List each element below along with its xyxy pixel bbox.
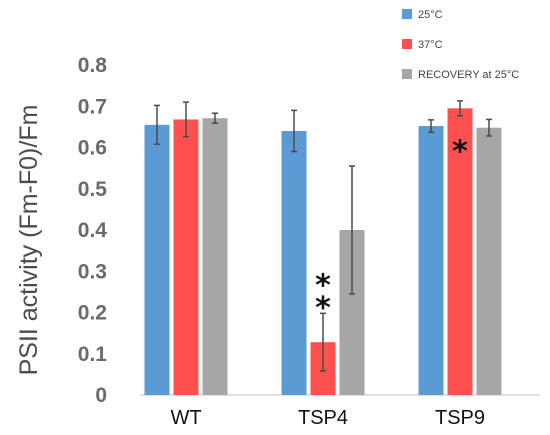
bar <box>202 118 228 396</box>
bars <box>144 108 502 396</box>
y-tick-label: 0 <box>95 384 107 407</box>
y-tick-label: 0.6 <box>78 137 107 160</box>
significance-asterisk: * <box>315 291 331 326</box>
legend-swatch <box>402 69 412 79</box>
bar <box>173 119 199 395</box>
y-axis-label: PSII activity (Fm-F0)/Fm <box>15 105 43 376</box>
x-axis-ticks: WT TSP4 TSP9 <box>170 407 485 429</box>
x-tick-label: TSP4 <box>298 407 348 429</box>
x-tick-label: WT <box>170 407 201 429</box>
significance-asterisk: * <box>315 268 331 303</box>
bar <box>281 131 307 395</box>
bar <box>144 124 170 395</box>
legend: 25°C 37°C RECOVERY at 25°C <box>402 9 519 81</box>
y-tick-label: 0.7 <box>78 95 107 118</box>
error-bars <box>154 100 492 372</box>
x-tick-label: TSP9 <box>435 407 485 429</box>
significance-annotations: *** <box>315 134 468 326</box>
bar <box>418 126 444 396</box>
legend-label: 25°C <box>418 9 443 21</box>
bar <box>476 127 502 395</box>
legend-label: RECOVERY at 25°C <box>418 69 519 81</box>
y-tick-label: 0.4 <box>78 219 108 242</box>
y-tick-label: 0.3 <box>78 260 107 283</box>
y-tick-label: 0.1 <box>78 343 108 366</box>
bar <box>447 108 473 395</box>
legend-swatch <box>402 39 412 49</box>
y-tick-label: 0.5 <box>78 178 108 201</box>
y-axis-ticks: 0 0.1 0.2 0.3 0.4 0.5 0.6 0.7 0.8 <box>78 54 108 407</box>
y-tick-label: 0.8 <box>78 54 108 77</box>
legend-label: 37°C <box>418 39 443 51</box>
significance-asterisk: * <box>452 134 468 169</box>
y-tick-label: 0.2 <box>78 302 107 325</box>
legend-swatch <box>402 9 412 19</box>
